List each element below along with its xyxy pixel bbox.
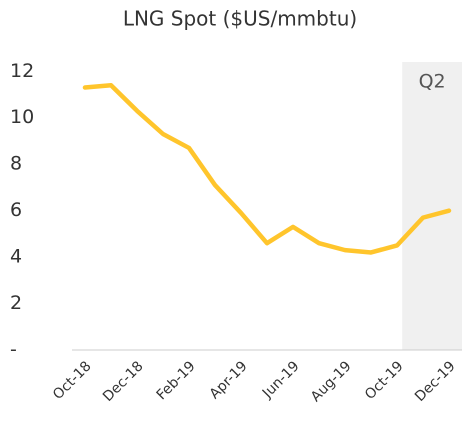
y-tick-label: 10 [10, 106, 34, 128]
x-tick-label: Dec-18 [100, 358, 147, 405]
chart-title: LNG Spot ($US/mmbtu) [123, 7, 357, 31]
x-tick-label: Apr-19 [207, 358, 251, 402]
x-tick-label: Oct-19 [362, 358, 407, 403]
highlight-band [402, 62, 462, 350]
y-tick-label: - [10, 339, 17, 361]
x-tick-label: Feb-19 [154, 358, 199, 403]
y-tick-label: 6 [10, 199, 22, 221]
y-tick-label: 2 [10, 292, 22, 314]
x-tick-label: Jun-19 [259, 358, 303, 402]
x-tick-label: Aug-19 [308, 358, 355, 405]
x-tick-label: Dec-19 [412, 358, 459, 405]
highlight-label: Q2 [419, 71, 446, 93]
line [82, 82, 452, 255]
y-tick-label: 12 [10, 60, 34, 82]
x-tick-label: Oct-18 [50, 358, 95, 403]
y-tick-label: 8 [10, 153, 22, 175]
y-tick-label: 4 [10, 246, 22, 268]
